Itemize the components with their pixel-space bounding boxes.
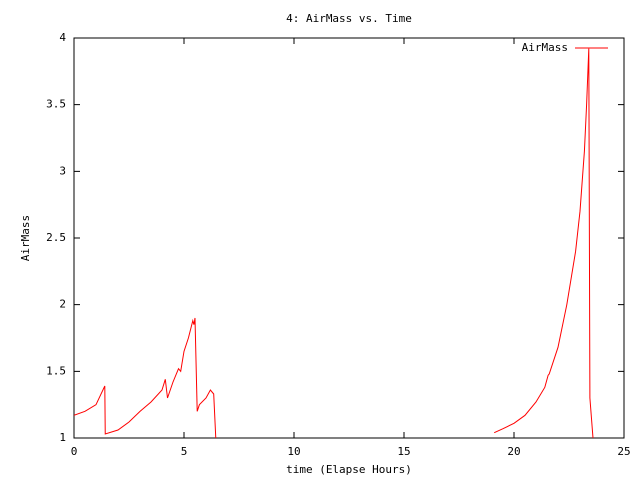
y-tick-label: 2 <box>59 298 66 311</box>
x-tick-label: 25 <box>617 445 630 458</box>
y-tick-label: 1.5 <box>46 364 66 377</box>
y-tick-label: 2.5 <box>46 231 66 244</box>
x-tick-label: 5 <box>181 445 188 458</box>
y-tick-label: 4 <box>59 31 66 44</box>
x-tick-label: 15 <box>397 445 410 458</box>
chart-title: 4: AirMass vs. Time <box>286 12 412 25</box>
x-tick-label: 10 <box>287 445 300 458</box>
y-tick-label: 3 <box>59 164 66 177</box>
y-tick-label: 1 <box>59 431 66 444</box>
y-axis-label: AirMass <box>19 215 32 261</box>
plot-border <box>73 37 625 439</box>
y-tick-label: 3.5 <box>46 98 66 111</box>
x-tick-label: 0 <box>71 445 78 458</box>
legend-label: AirMass <box>522 41 568 54</box>
x-axis-label: time (Elapse Hours) <box>286 463 412 476</box>
x-tick-label: 20 <box>507 445 520 458</box>
data-line <box>74 48 594 438</box>
